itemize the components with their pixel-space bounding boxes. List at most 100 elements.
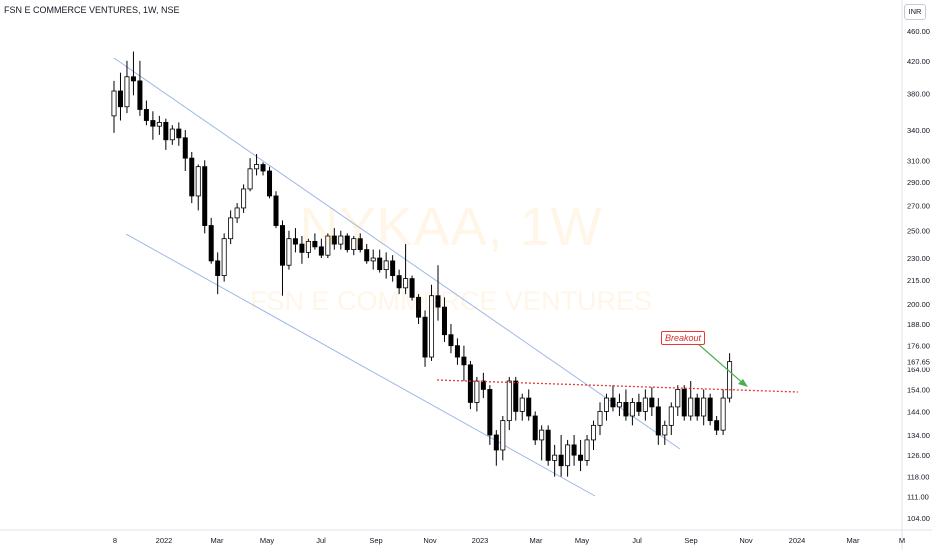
time-tick-label: 2023 xyxy=(472,536,489,545)
channel-upper-line xyxy=(113,57,681,450)
price-tick-label: 144.00 xyxy=(907,407,930,416)
price-tick-label: 154.00 xyxy=(907,385,930,394)
last-price-marker xyxy=(903,355,931,368)
channel-lower-line xyxy=(125,233,596,497)
candle xyxy=(532,411,538,445)
time-tick-label: May xyxy=(260,536,274,545)
candle xyxy=(474,376,480,412)
last-price-label: 167.65 xyxy=(907,358,930,367)
candles-layer xyxy=(111,51,733,477)
candle-body xyxy=(655,406,661,436)
candle-body xyxy=(195,166,201,197)
candle-body xyxy=(558,454,564,467)
candle xyxy=(714,415,720,435)
price-tick-label: 250.00 xyxy=(907,227,930,236)
candle-body xyxy=(532,415,538,441)
price-tick-label: 290.00 xyxy=(907,178,930,187)
candle-body xyxy=(305,240,311,253)
candle xyxy=(422,310,428,367)
candle-body xyxy=(130,76,136,82)
candle-body xyxy=(390,260,396,276)
candle-body xyxy=(474,380,480,403)
candle xyxy=(552,444,558,477)
time-axis[interactable]: 8 2022 Mar May Jul Sep Nov 2023 Mar May Jul Sep Nov 2… xyxy=(0,529,932,545)
breakout-label: Breakout xyxy=(661,331,706,345)
candle-body xyxy=(208,225,214,262)
candle-body xyxy=(143,109,149,121)
candle-body xyxy=(318,246,324,256)
candle-body xyxy=(461,356,467,366)
candle-body xyxy=(111,90,117,117)
candle xyxy=(137,60,143,116)
candle xyxy=(305,238,311,259)
candle-body xyxy=(176,128,182,139)
candle xyxy=(234,203,240,223)
time-tick-label: Jul xyxy=(316,536,326,545)
candle-body xyxy=(396,275,402,289)
candle xyxy=(143,100,149,126)
candle-body xyxy=(454,345,460,358)
candle-body xyxy=(642,397,648,412)
candle-body xyxy=(299,243,305,253)
candle xyxy=(571,434,577,466)
candle xyxy=(545,425,551,466)
trend-channel xyxy=(113,57,681,497)
candle xyxy=(215,252,221,295)
candle-body xyxy=(156,121,162,127)
candle-body xyxy=(435,295,441,308)
candle-body xyxy=(182,137,188,159)
candle-body xyxy=(636,402,642,412)
candle xyxy=(461,345,467,382)
candle xyxy=(351,236,357,256)
price-axis[interactable]: 460.00 420.00 380.00 340.00 310.00 290.00 270.… xyxy=(901,0,931,550)
candle xyxy=(338,230,344,250)
candle-body xyxy=(578,454,584,461)
candle-body xyxy=(344,235,350,250)
candle xyxy=(668,402,674,435)
candle-body xyxy=(539,429,545,441)
candle-body xyxy=(215,260,221,276)
candle xyxy=(189,151,195,204)
candle xyxy=(707,393,713,426)
price-tick-label: 134.00 xyxy=(907,431,930,440)
candle-body xyxy=(623,402,629,417)
candle xyxy=(519,393,525,421)
candle xyxy=(260,162,266,176)
price-tick-label: 104.00 xyxy=(907,514,930,523)
candle-body xyxy=(519,397,525,412)
candle-body xyxy=(338,235,344,245)
candle-body xyxy=(377,257,383,271)
candle xyxy=(597,402,603,435)
candle xyxy=(403,244,409,295)
candle xyxy=(221,233,227,282)
currency-button[interactable]: INR xyxy=(904,4,926,20)
candle-body xyxy=(701,397,707,417)
candle-body xyxy=(422,316,428,358)
breakout-arrow-head xyxy=(738,379,748,387)
symbol-title: FSN E COMMERCE VENTURES, 1W, NSE xyxy=(4,5,180,15)
candle-body xyxy=(370,257,376,262)
candle xyxy=(558,434,564,477)
candle-body xyxy=(487,389,493,436)
candle-body xyxy=(234,207,240,219)
candle xyxy=(506,376,512,431)
price-tick-label: 340.00 xyxy=(907,126,930,135)
time-tick-label: Sep xyxy=(684,536,697,545)
price-tick-label: 188.00 xyxy=(907,320,930,329)
candle xyxy=(603,393,609,421)
candle xyxy=(208,217,214,264)
candle xyxy=(279,220,285,296)
candle xyxy=(357,233,363,253)
candle xyxy=(117,72,123,121)
price-tick-label: 126.00 xyxy=(907,451,930,460)
candle xyxy=(267,166,273,199)
candle-body xyxy=(163,121,169,141)
candle-body xyxy=(571,444,577,456)
candle xyxy=(649,387,655,416)
candle-body xyxy=(124,76,130,108)
candle-body xyxy=(662,424,668,436)
price-tick-label: 176.00 xyxy=(907,342,930,351)
time-tick-label: May xyxy=(575,536,589,545)
breakout-layer xyxy=(436,342,799,393)
